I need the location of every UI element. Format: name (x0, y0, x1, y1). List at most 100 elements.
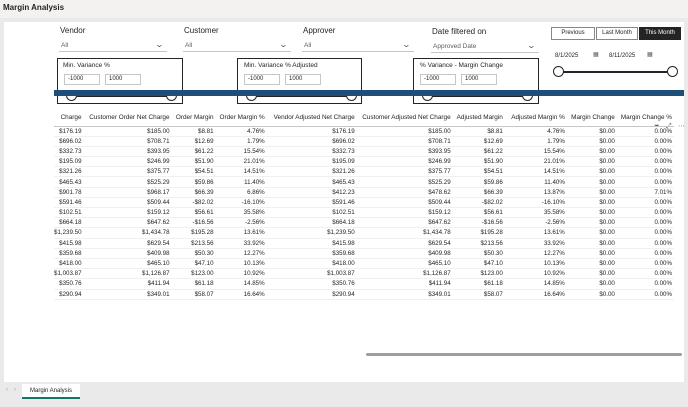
table-cell: $102.51 (54, 207, 84, 219)
table-cell: $0.00 (566, 268, 617, 280)
table-row[interactable]: $350.76 $411.94 $61.18 14.85% $350.76 $411.94… (54, 278, 674, 290)
table-cell: -$82.02 (171, 197, 216, 209)
vendor-value: All (61, 42, 69, 49)
previous-button[interactable]: Previous (551, 27, 595, 40)
chevron-right-icon[interactable]: › (14, 387, 16, 393)
table-cell: $61.18 (171, 278, 216, 290)
table-cell: $66.39 (452, 187, 505, 198)
table-cell: $159.12 (356, 207, 453, 219)
date-slider-end-handle[interactable] (667, 66, 678, 77)
min-variance-max-input[interactable]: 1000 (105, 74, 141, 85)
table-cell: $478.62 (356, 187, 453, 198)
last-month-button[interactable]: Last Month (596, 27, 638, 40)
table-row[interactable]: $465.43 $525.29 $59.86 11.40% $465.43 $525.29… (54, 176, 674, 188)
table-cell: $195.09 (54, 156, 84, 168)
vendor-dropdown[interactable]: All ⌄ (59, 40, 167, 52)
table-cell: $0.00 (566, 227, 617, 239)
header-accent-bar (54, 90, 684, 96)
table-cell: $412.23 (266, 187, 357, 198)
table-cell: $411.94 (83, 278, 172, 290)
table-cell: $409.98 (356, 248, 453, 259)
horizontal-scrollbar[interactable] (366, 353, 682, 356)
table-cell: $176.19 (266, 126, 357, 137)
table-cell: $418.00 (54, 258, 84, 270)
table-cell: $47.10 (452, 258, 505, 270)
table-row[interactable]: $418.00 $465.10 $47.10 10.13% $418.00 $465.10… (54, 258, 674, 270)
table-cell: 0.00% (616, 136, 674, 147)
min-variance-track (72, 95, 172, 97)
chevron-left-icon[interactable]: ‹ (6, 387, 8, 393)
column-header[interactable]: Adjusted Margin (452, 110, 505, 127)
table-cell: $159.12 (83, 207, 172, 219)
table-row[interactable]: $1,239.50 $1,434.78 $195.28 13.61% $1,239.50… (54, 227, 674, 239)
more-options-icon[interactable]: ⋯ (678, 123, 685, 130)
column-header[interactable]: Order Margin % (215, 110, 267, 127)
table-cell: $185.00 (356, 126, 453, 137)
variance-margin-change-min-input[interactable]: -1000 (420, 74, 456, 85)
table-cell: 4.76% (504, 126, 567, 137)
this-month-button[interactable]: This Month (639, 27, 681, 40)
table-cell: $58.07 (171, 289, 216, 300)
table-row[interactable]: $901.78 $968.17 $66.39 6.86% $412.23 $478.62 $… (54, 187, 674, 198)
table-cell: 0.00% (616, 156, 674, 168)
min-variance-adjusted-max-input[interactable]: 1000 (285, 74, 321, 85)
column-header[interactable]: Order Margin (171, 110, 216, 127)
table-row[interactable]: $664.18 $647.62 -$16.56 -2.56% $664.18 $647.6… (54, 217, 674, 229)
end-date-input[interactable]: 8/11/2025 (609, 53, 636, 59)
table-cell: $0.00 (566, 126, 617, 137)
table-row[interactable]: $102.51 $159.12 $56.61 35.58% $102.51 $159.12… (54, 207, 674, 219)
table-row[interactable]: $176.19 $185.00 $8.81 4.76% $176.19 $185.00 $8… (54, 126, 674, 137)
column-header[interactable]: Charge (54, 110, 84, 127)
table-row[interactable]: $321.26 $375.77 $54.51 14.51% $321.26 $375.77… (54, 166, 674, 178)
table-row[interactable]: $696.02 $708.71 $12.69 1.79% $696.02 $708.71 $… (54, 136, 674, 147)
table-cell: 1.79% (215, 136, 267, 147)
approver-dropdown[interactable]: All ⌄ (302, 40, 414, 52)
table-row[interactable]: $290.94 $349.01 $58.07 16.64% $290.94 $349.01… (54, 289, 674, 300)
table-cell: 21.01% (215, 156, 267, 168)
table-row[interactable]: $415.98 $629.54 $213.56 33.92% $415.98 $629.5… (54, 238, 674, 249)
start-date-input[interactable]: 8/1/2025 (555, 53, 579, 59)
variance-margin-change-max-input[interactable]: 1000 (461, 74, 497, 85)
table-cell: $591.46 (54, 197, 84, 209)
approver-label: Approver (303, 26, 336, 35)
customer-dropdown[interactable]: All ⌄ (183, 40, 291, 52)
calendar-icon[interactable]: ▦ (647, 52, 653, 58)
table-cell: $0.00 (566, 136, 617, 147)
column-header[interactable]: Margin Change % (616, 110, 674, 127)
column-header[interactable]: Margin Change (566, 110, 617, 127)
column-header[interactable]: Customer Order Net Charge (83, 110, 172, 127)
table-cell: $195.28 (171, 227, 216, 239)
column-header[interactable]: Adjusted Margin % (504, 110, 567, 127)
date-slider-start-handle[interactable] (553, 66, 564, 77)
table-cell: $58.07 (452, 289, 505, 300)
table-row[interactable]: $359.68 $409.98 $50.30 12.27% $359.68 $409.98… (54, 248, 674, 259)
chevron-down-icon: ⌄ (401, 40, 412, 49)
table-cell: 33.92% (504, 238, 567, 249)
table-row[interactable]: $195.09 $246.99 $51.90 21.01% $195.09 $246.99… (54, 156, 674, 168)
chevron-down-icon: ⌄ (278, 40, 289, 49)
table-cell: $465.43 (266, 176, 357, 188)
table-cell: 35.58% (504, 207, 567, 219)
table-cell: 13.87% (504, 187, 567, 198)
min-variance-adjusted-min-input[interactable]: -1000 (244, 74, 280, 85)
table-row[interactable]: $591.46 $509.44 -$82.02 -16.10% $591.46 $509.… (54, 197, 674, 209)
table-cell: 14.85% (215, 278, 267, 290)
column-header[interactable]: Customer Adjusted Net Charge (356, 110, 453, 127)
table-row[interactable]: $332.73 $393.95 $61.22 15.54% $332.73 $393.95… (54, 146, 674, 158)
table-cell: 16.64% (215, 289, 267, 300)
column-header[interactable]: Vendor Adjusted Net Charge (266, 110, 357, 127)
min-variance-min-input[interactable]: -1000 (64, 74, 100, 85)
date-filtered-label: Date filtered on (432, 27, 487, 36)
tab-margin-analysis[interactable]: Margin Analysis (22, 384, 80, 398)
active-tab-indicator (22, 397, 80, 399)
table-cell: $629.54 (356, 238, 453, 249)
table-cell: $332.73 (54, 146, 84, 158)
calendar-icon[interactable]: ▦ (593, 52, 599, 58)
table-cell: -$82.02 (452, 197, 505, 209)
table-cell: $1,434.78 (356, 227, 453, 239)
table-cell: $54.51 (171, 166, 216, 178)
variance-margin-change-track (428, 95, 528, 97)
table-row[interactable]: $1,003.87 $1,126.87 $123.00 10.92% $1,003.87… (54, 268, 674, 280)
table-cell: 0.00% (616, 278, 674, 290)
date-filtered-dropdown[interactable]: Approved Date ⌄ (431, 41, 539, 53)
